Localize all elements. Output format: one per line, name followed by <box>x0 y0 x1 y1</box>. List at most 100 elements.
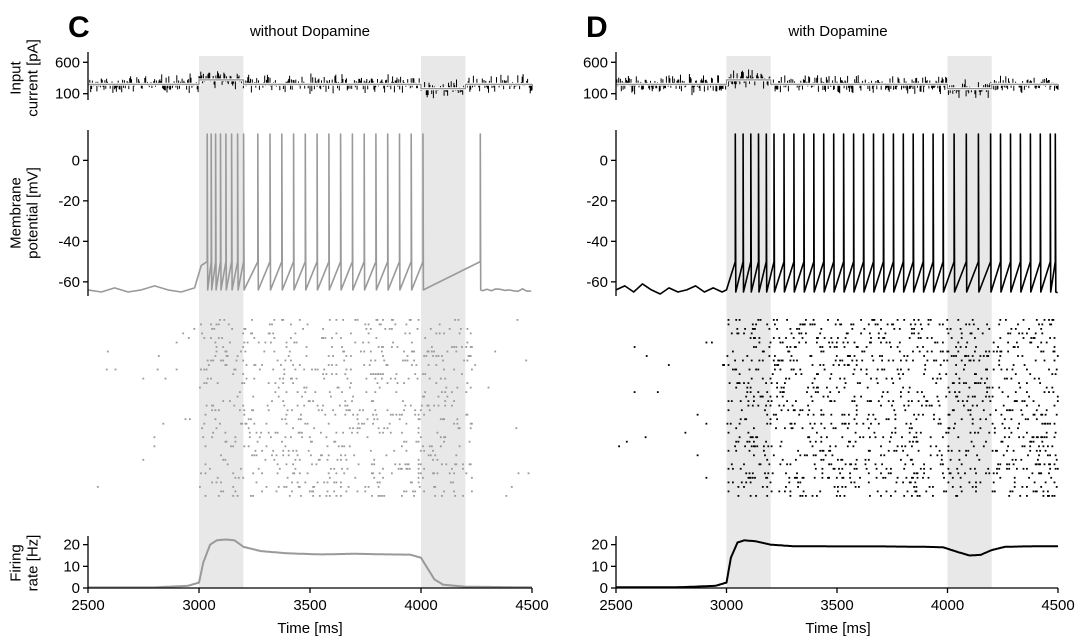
raster-spike <box>811 382 814 384</box>
raster-spike <box>1043 359 1046 362</box>
raster-spike <box>303 368 306 371</box>
raster-spike <box>211 409 213 412</box>
firing-rate-line <box>615 539 1058 589</box>
raster-spike <box>452 481 454 484</box>
raster-spike <box>819 346 822 348</box>
raster-spike <box>928 486 931 488</box>
raster-spike <box>833 346 836 348</box>
raster-spike <box>1016 400 1018 402</box>
raster-spike <box>625 440 628 443</box>
raster-spike <box>417 458 420 461</box>
raster-spike <box>977 328 980 330</box>
raster-spike <box>989 413 992 416</box>
raster-spike <box>772 454 775 457</box>
raster-spike <box>412 350 414 353</box>
raster-spike <box>929 319 932 321</box>
raster-spike <box>189 418 191 421</box>
raster-spike <box>772 359 775 362</box>
raster-spike <box>356 319 359 321</box>
raster-spike <box>1051 319 1054 321</box>
raster-spike <box>105 368 108 371</box>
raster-spike <box>457 427 460 430</box>
raster-spike <box>869 332 871 335</box>
raster-spike <box>214 409 217 412</box>
raster-spike <box>453 400 455 402</box>
raster-spike <box>849 476 851 479</box>
raster-spike <box>379 323 382 326</box>
raster-spike <box>745 395 748 398</box>
raster-spike <box>227 323 230 326</box>
raster-spike <box>219 422 221 425</box>
raster-spike <box>880 404 882 407</box>
raster-spike <box>908 386 911 389</box>
raster-spike <box>330 467 332 470</box>
raster-spike <box>1026 467 1028 470</box>
raster-spike <box>958 391 961 393</box>
raster-spike <box>292 382 294 384</box>
raster-spike <box>781 359 784 362</box>
raster-spike <box>322 404 324 407</box>
raster-spike <box>887 472 890 475</box>
raster-spike <box>226 355 229 357</box>
raster-spike <box>439 436 442 439</box>
raster-spike <box>364 490 367 493</box>
raster-spike <box>895 481 898 484</box>
raster-spike <box>394 377 397 380</box>
raster-spike <box>423 413 425 416</box>
raster-spike <box>914 481 917 484</box>
raster-spike <box>633 346 636 348</box>
raster-spike <box>1019 495 1022 497</box>
raster-spike <box>403 490 405 493</box>
raster-spike <box>308 436 311 439</box>
raster-spike <box>905 476 908 479</box>
raster-spike <box>822 458 825 461</box>
raster-spike <box>405 323 408 326</box>
raster-spike <box>272 368 275 371</box>
raster-spike <box>852 323 855 326</box>
raster-spike <box>1019 386 1022 389</box>
raster-spike <box>240 350 242 353</box>
raster-spike <box>274 431 277 434</box>
y-axis-label-line: rate [Hz] <box>25 535 42 592</box>
raster-spike <box>841 458 844 461</box>
raster-spike <box>442 418 444 421</box>
raster-spike <box>801 337 804 339</box>
raster-spike <box>949 472 952 475</box>
raster-spike <box>986 323 988 326</box>
raster-spike <box>298 431 301 434</box>
raster-spike <box>245 364 248 366</box>
raster-spike <box>986 368 988 371</box>
raster-spike <box>726 422 729 425</box>
membrane-ylabel: Membrane potential [mV] <box>8 167 42 259</box>
raster-spike <box>915 440 918 443</box>
raster-spike <box>290 436 292 439</box>
raster-spike <box>867 458 870 461</box>
raster-spike <box>277 386 280 389</box>
raster-spike <box>916 346 919 348</box>
raster-spike <box>373 476 376 479</box>
raster-spike <box>896 346 899 348</box>
raster-spike <box>1013 476 1016 479</box>
raster-spike <box>866 400 869 402</box>
raster-spike <box>901 436 903 439</box>
raster-spike <box>900 368 902 371</box>
raster-spike <box>786 400 788 402</box>
raster-spike <box>376 373 379 375</box>
raster-spike <box>971 422 974 425</box>
raster-spike <box>1049 454 1051 457</box>
x-axis-label: Time [ms] <box>277 620 342 637</box>
raster-spike <box>830 400 833 402</box>
raster-spike <box>807 386 809 389</box>
raster-spike <box>772 319 775 321</box>
raster-spike <box>369 350 372 353</box>
raster-spike <box>919 337 922 339</box>
raster-spike <box>153 445 156 448</box>
raster-spike <box>1035 409 1038 412</box>
raster-spike <box>352 427 354 430</box>
raster-spike <box>303 404 306 407</box>
raster-spike <box>325 436 328 439</box>
raster-spike <box>1047 490 1049 493</box>
raster-spike <box>1021 445 1024 448</box>
raster-spike <box>769 481 772 484</box>
